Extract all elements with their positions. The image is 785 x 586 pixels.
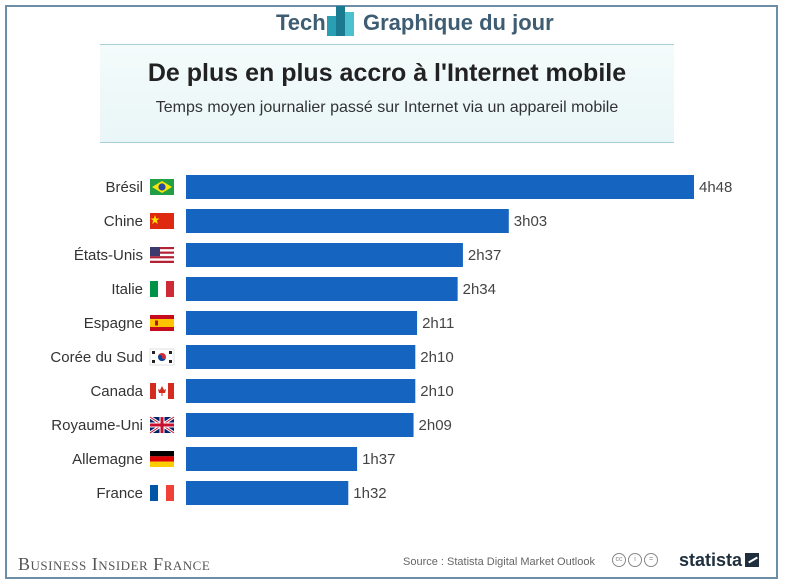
uk-flag-icon xyxy=(149,415,175,435)
category-label: Italie xyxy=(111,281,143,298)
value-label: 2h10 xyxy=(420,383,453,400)
south-korea-flag-icon xyxy=(149,348,175,366)
bar xyxy=(186,345,416,369)
bar xyxy=(186,413,414,437)
category-label: Brésil xyxy=(105,179,143,196)
nd-icon: = xyxy=(644,553,658,567)
bar xyxy=(186,209,509,233)
category-label: Corée du Sud xyxy=(50,349,143,366)
title-box: De plus en plus accro à l'Internet mobil… xyxy=(100,44,674,143)
bar xyxy=(186,447,358,471)
value-label: 3h03 xyxy=(514,213,547,230)
chart-subtitle: Temps moyen journalier passé sur Interne… xyxy=(155,99,619,116)
publisher-logo: Business Insider France xyxy=(18,554,210,575)
bar xyxy=(186,379,416,403)
source-note: Source : Statista Digital Market Outlook xyxy=(403,556,595,568)
value-label: 2h10 xyxy=(420,349,453,366)
bar xyxy=(186,175,694,199)
value-label: 2h09 xyxy=(419,417,452,434)
value-label: 2h11 xyxy=(422,315,454,332)
italy-flag-icon xyxy=(150,281,174,297)
header: Tech Graphique du jour xyxy=(0,0,785,44)
category-label: États-Unis xyxy=(74,247,143,264)
tech-logo-icon xyxy=(327,6,355,36)
canada-flag-icon xyxy=(150,383,174,399)
publisher-name: Business Insider France xyxy=(18,554,211,574)
by-icon: i xyxy=(628,553,642,567)
spain-flag-icon xyxy=(150,315,174,331)
france-flag-icon xyxy=(150,485,174,501)
category-label: France xyxy=(96,485,143,502)
category-label: Canada xyxy=(90,383,143,400)
value-label: 2h37 xyxy=(468,247,501,264)
cc-icon: cc xyxy=(612,553,626,567)
value-label: 4h48 xyxy=(699,179,732,196)
value-label: 1h37 xyxy=(362,451,395,468)
statista-logo-icon xyxy=(745,553,759,567)
germany-flag-icon xyxy=(150,451,174,467)
bar xyxy=(186,243,463,267)
bar xyxy=(186,277,458,301)
category-label: Chine xyxy=(104,213,143,230)
china-flag-icon xyxy=(150,213,174,229)
value-label: 2h34 xyxy=(463,281,496,298)
usa-flag-icon xyxy=(150,247,174,263)
brand-tech: Tech xyxy=(276,10,326,35)
chart-title: De plus en plus accro à l'Internet mobil… xyxy=(147,59,627,87)
category-label: Royaume-Uni xyxy=(51,417,143,434)
category-label: Allemagne xyxy=(72,451,143,468)
statista-logo: statista xyxy=(679,550,743,570)
license-icons: cc i = xyxy=(612,553,658,567)
brazil-flag-icon xyxy=(150,179,174,195)
category-label: Espagne xyxy=(84,315,143,332)
brand-graphique-du-jour: Graphique du jour xyxy=(363,10,554,35)
value-label: 1h32 xyxy=(353,485,386,502)
bar xyxy=(186,481,349,505)
bar xyxy=(186,311,418,335)
